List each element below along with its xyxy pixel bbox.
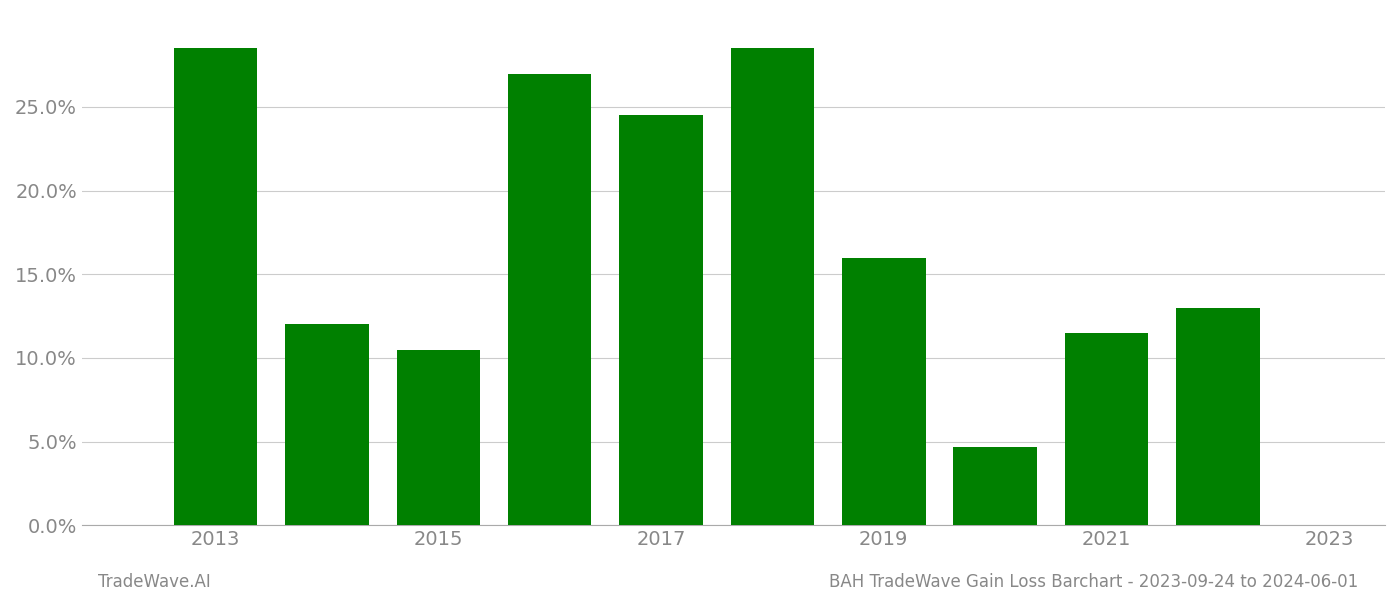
Text: TradeWave.AI: TradeWave.AI	[98, 573, 211, 591]
Bar	[1176, 308, 1260, 525]
Text: BAH TradeWave Gain Loss Barchart - 2023-09-24 to 2024-06-01: BAH TradeWave Gain Loss Barchart - 2023-…	[829, 573, 1358, 591]
Bar	[174, 49, 258, 525]
Bar	[731, 49, 815, 525]
Bar	[396, 350, 480, 525]
Bar	[953, 446, 1037, 525]
Bar	[508, 74, 591, 525]
Bar	[1065, 333, 1148, 525]
Bar	[841, 257, 925, 525]
Bar	[619, 115, 703, 525]
Bar	[286, 325, 368, 525]
